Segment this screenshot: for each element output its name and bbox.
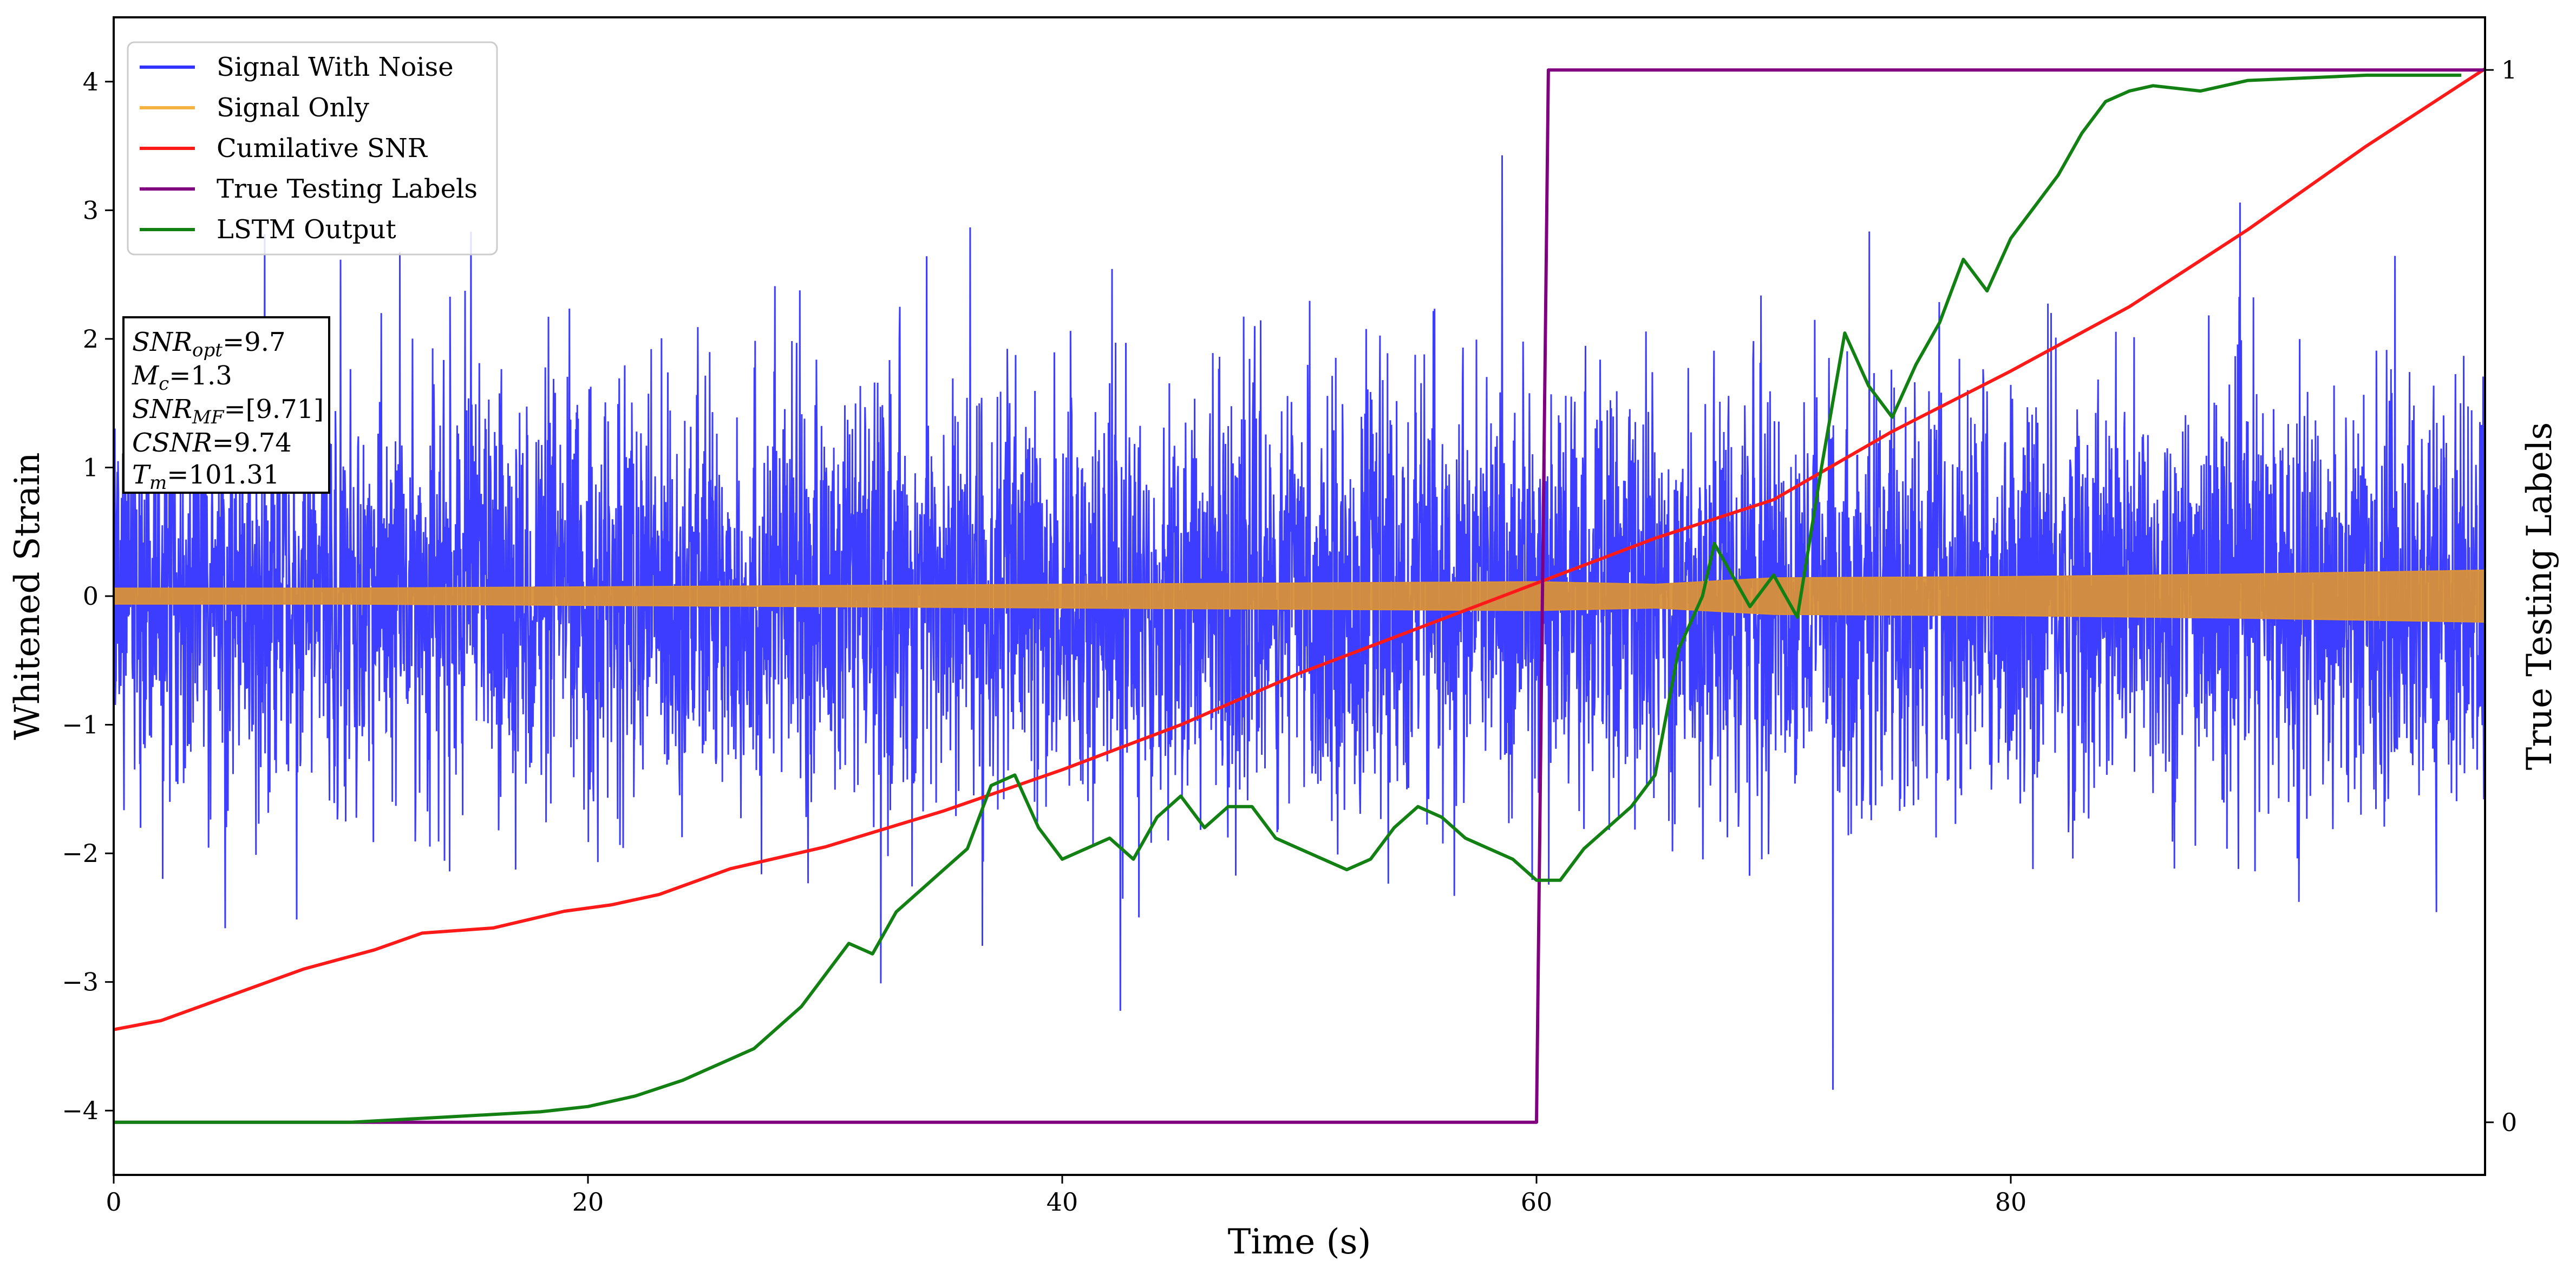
info-csnr: CSNR=9.74 — [132, 428, 292, 458]
x-tick-label: 40 — [1047, 1187, 1078, 1217]
y-tick-label: 0 — [83, 582, 99, 611]
legend-label: LSTM Output — [217, 214, 396, 245]
signal-with-noise-layer — [114, 155, 2485, 1090]
x-tick-label: 60 — [1521, 1187, 1553, 1217]
info-snr-mf: SNRMF=[9.71] — [132, 394, 324, 428]
legend-label: Signal Only — [217, 93, 369, 123]
legend-items: Signal With Noise Signal Only Cumilative S… — [140, 52, 478, 245]
info-mc: Mc=1.3 — [132, 361, 232, 395]
legend-label: True Testing Labels — [217, 174, 478, 204]
info-tm: Tm=101.31 — [132, 460, 279, 494]
signal-only-layer — [114, 569, 2485, 623]
y-tick-label: −4 — [62, 1096, 99, 1125]
y-axis-ticks: −4 −3 −2 −1 0 1 2 3 4 — [62, 67, 114, 1125]
x-tick-label: 20 — [572, 1187, 604, 1217]
legend-box — [127, 41, 498, 256]
true-testing-labels-line — [114, 68, 2485, 1124]
y-tick-label: −1 — [62, 710, 99, 740]
y-tick-label: 1 — [83, 453, 99, 482]
legend-label: Cumilative SNR — [217, 133, 428, 164]
y-tick-label: −2 — [62, 839, 99, 868]
x-tick-label: 80 — [1995, 1187, 2027, 1217]
plot-area — [114, 67, 2485, 1124]
info-box-frame — [122, 316, 330, 494]
y-right-axis-ticks: 01 — [2485, 55, 2517, 1137]
y-tick-label: 3 — [83, 195, 99, 225]
y-right-tick-label: 0 — [2501, 1108, 2517, 1137]
signal-with-noise-line — [114, 155, 2485, 1090]
y-tick-label: 2 — [83, 324, 99, 354]
y-right-tick-label: 1 — [2501, 55, 2517, 84]
legend-label: Signal With Noise — [217, 52, 454, 82]
cumilative-snr-line — [114, 67, 2485, 1031]
y-tick-label: −3 — [62, 968, 99, 997]
y-axis-title: Whitened Strain — [8, 452, 48, 740]
y-tick-label: 4 — [83, 67, 99, 96]
info-snr-opt: SNRopt=9.7 — [132, 327, 286, 361]
signal-only-band — [114, 569, 2485, 623]
line-series-layer — [114, 67, 2485, 1124]
x-axis-title: Time (s) — [1228, 1222, 1371, 1262]
lstm-output-line — [114, 73, 2462, 1124]
legend: Signal With Noise Signal Only Cumilative S… — [127, 41, 498, 256]
y-right-axis-title: True Testing Labels — [2520, 422, 2560, 770]
x-axis-ticks: 0 20 40 60 80 — [106, 1175, 2026, 1217]
info-box: SNRopt=9.7 Mc=1.3 SNRMF=[9.71] CSNR=9.74… — [122, 316, 330, 494]
x-tick-label: 0 — [106, 1187, 121, 1217]
